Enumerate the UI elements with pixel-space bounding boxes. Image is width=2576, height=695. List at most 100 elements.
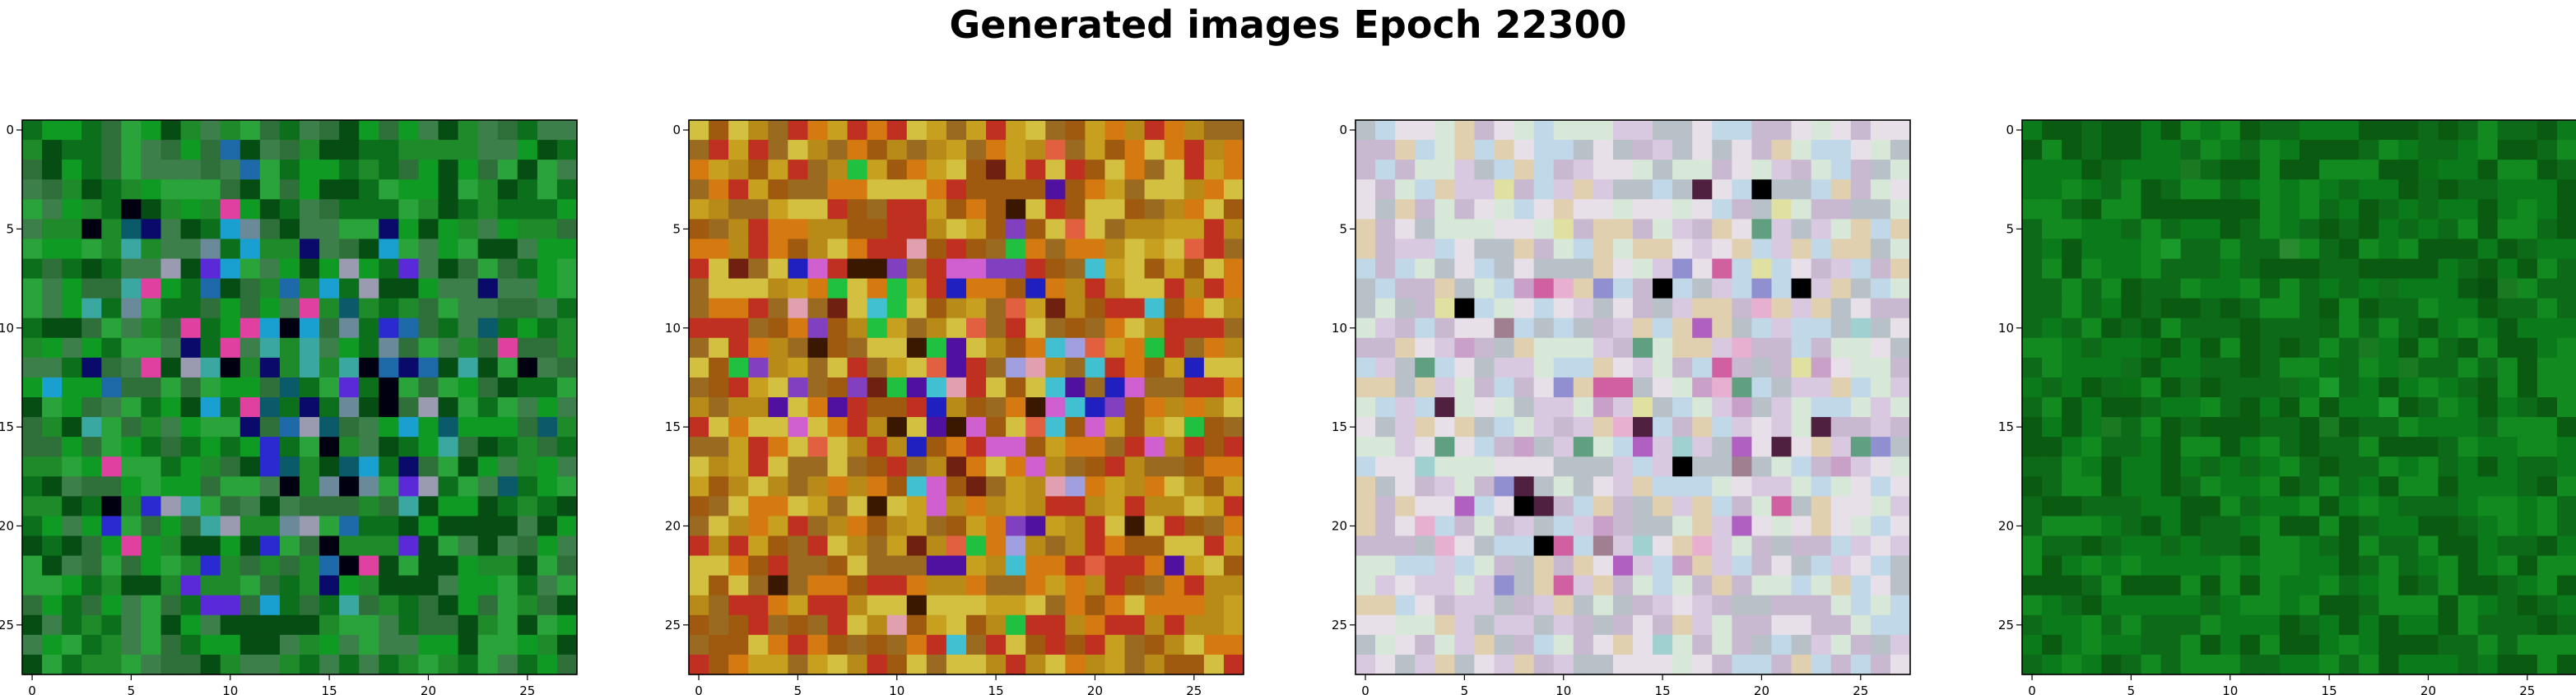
pixel bbox=[2438, 317, 2459, 339]
pixel bbox=[2220, 614, 2241, 636]
pixel bbox=[768, 160, 788, 180]
pixel bbox=[200, 496, 221, 517]
pixel bbox=[827, 476, 849, 497]
pixel bbox=[768, 456, 788, 477]
pixel bbox=[1514, 278, 1535, 299]
pixel bbox=[2081, 298, 2102, 319]
pixel bbox=[259, 120, 281, 141]
pixel bbox=[1890, 516, 1911, 537]
pixel bbox=[2081, 614, 2102, 636]
pixel bbox=[1474, 555, 1495, 577]
pixel bbox=[379, 535, 399, 557]
pixel bbox=[81, 614, 102, 636]
pixel bbox=[1395, 614, 1416, 636]
pixel bbox=[1434, 535, 1455, 557]
pixel bbox=[2359, 377, 2379, 398]
pixel bbox=[1811, 199, 1832, 220]
pixel bbox=[1375, 337, 1396, 359]
pixel bbox=[1375, 614, 1396, 636]
pixel bbox=[2477, 219, 2499, 240]
pixel bbox=[438, 239, 459, 260]
pixel bbox=[2022, 496, 2043, 517]
pixel bbox=[2398, 555, 2420, 577]
pixel bbox=[1434, 199, 1455, 220]
pixel bbox=[2398, 535, 2420, 557]
pixel bbox=[1085, 298, 1106, 319]
pixel bbox=[728, 317, 749, 339]
pixel bbox=[239, 140, 261, 160]
pixel bbox=[1085, 239, 1106, 260]
pixel bbox=[1104, 417, 1126, 438]
pixel bbox=[62, 614, 82, 636]
pixel bbox=[1712, 179, 1732, 200]
pixel bbox=[1830, 160, 1852, 180]
pixel bbox=[2220, 397, 2241, 418]
pixel bbox=[847, 120, 868, 141]
y-tick-label: 15 bbox=[665, 419, 681, 434]
pixel bbox=[517, 516, 538, 537]
pixel bbox=[1183, 555, 1205, 577]
pixel bbox=[1712, 575, 1732, 596]
pixel bbox=[1751, 575, 1773, 596]
pixel bbox=[1870, 634, 1891, 656]
pixel bbox=[1612, 317, 1634, 339]
pixel bbox=[847, 595, 868, 616]
pixel bbox=[1533, 476, 1555, 497]
pixel bbox=[259, 337, 281, 359]
pixel bbox=[1065, 298, 1086, 319]
panel-1-pixels bbox=[22, 120, 578, 675]
pixel bbox=[1006, 179, 1026, 200]
x-tick-label: 15 bbox=[988, 683, 1004, 695]
pixel bbox=[22, 476, 43, 497]
pixel bbox=[788, 357, 809, 378]
pixel bbox=[2022, 595, 2043, 616]
pixel bbox=[22, 377, 43, 398]
pixel bbox=[2081, 456, 2102, 477]
pixel bbox=[1653, 337, 1673, 359]
pixel bbox=[2398, 317, 2420, 339]
pixel bbox=[497, 535, 518, 557]
pixel bbox=[300, 179, 320, 200]
pixel bbox=[2536, 298, 2558, 319]
pixel bbox=[42, 397, 63, 418]
pixel bbox=[418, 456, 439, 477]
pixel bbox=[1553, 476, 1574, 497]
pixel bbox=[2239, 179, 2261, 200]
pixel bbox=[2457, 516, 2479, 537]
pixel bbox=[1771, 397, 1793, 418]
pixel bbox=[1890, 496, 1911, 517]
pixel bbox=[2319, 437, 2340, 457]
pixel bbox=[2081, 516, 2102, 537]
pixel bbox=[728, 337, 749, 359]
pixel bbox=[748, 397, 769, 418]
pixel bbox=[1593, 476, 1614, 497]
pixel bbox=[300, 575, 320, 596]
pixel bbox=[2517, 140, 2538, 160]
pixel bbox=[1771, 555, 1793, 577]
pixel bbox=[556, 437, 578, 457]
pixel bbox=[2200, 516, 2221, 537]
pixel bbox=[1454, 140, 1476, 160]
pixel bbox=[1025, 377, 1046, 398]
pixel bbox=[966, 397, 987, 418]
pixel bbox=[2477, 437, 2499, 457]
pixel bbox=[259, 199, 281, 220]
pixel bbox=[689, 555, 709, 577]
pixel bbox=[1183, 298, 1205, 319]
pixel bbox=[1144, 160, 1165, 180]
pixel bbox=[1085, 575, 1106, 596]
pixel bbox=[1653, 179, 1673, 200]
pixel bbox=[259, 140, 281, 160]
pixel bbox=[2279, 199, 2300, 220]
pixel bbox=[2418, 239, 2439, 260]
pixel bbox=[1454, 614, 1476, 636]
pixel bbox=[2398, 456, 2420, 477]
pixel bbox=[556, 258, 578, 280]
pixel bbox=[886, 476, 908, 497]
pixel bbox=[379, 476, 399, 497]
pixel bbox=[2299, 377, 2320, 398]
pixel bbox=[1203, 614, 1225, 636]
pixel bbox=[1025, 140, 1046, 160]
pixel bbox=[1514, 337, 1535, 359]
pixel bbox=[517, 634, 538, 656]
